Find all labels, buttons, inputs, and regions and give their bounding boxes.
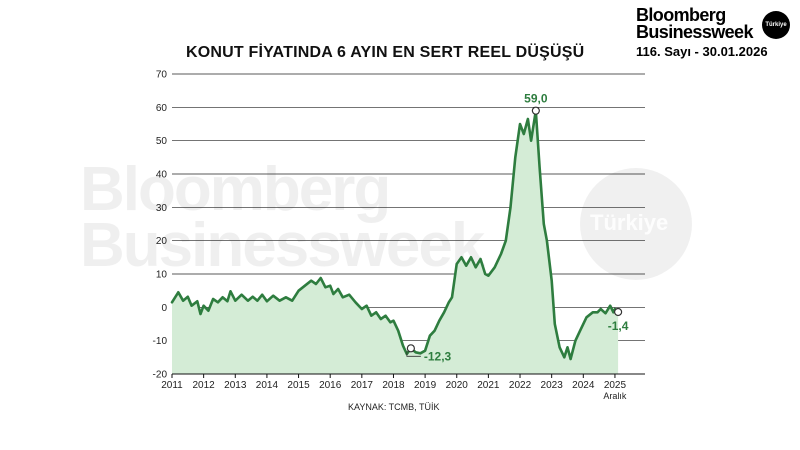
y-tick-label: 0 [161, 303, 167, 314]
brand-line2: Businessweek [636, 22, 753, 42]
x-tick-label: 2020 [446, 380, 469, 391]
x-tick-label: 2014 [256, 380, 279, 391]
x-tick-label: 2016 [319, 380, 342, 391]
x-tick-label: 2011 [161, 380, 183, 391]
y-tick-label: 70 [156, 70, 168, 81]
y-tick-label: 10 [156, 270, 168, 281]
x-tick-label: 2025 [604, 380, 627, 391]
annotation-marker [614, 307, 623, 317]
annotation-marker [531, 106, 540, 115]
y-tick-label: -10 [153, 336, 168, 347]
y-tick-label: 20 [156, 236, 168, 247]
brand-badge: Türkiye [762, 11, 790, 39]
issue-info: 116. Sayı - 30.01.2026 [636, 44, 768, 59]
x-tick-label: 2019 [414, 380, 437, 391]
annotation-label: 59,0 [524, 92, 548, 106]
x-tick-label: 2012 [193, 380, 216, 391]
watermark-circle-text: Türkiye [590, 210, 669, 235]
series-area [172, 110, 619, 374]
x-tick-label: 2015 [287, 380, 310, 391]
y-tick-label: 60 [156, 103, 168, 114]
chart-title: KONUT FİYATINDA 6 AYIN EN SERT REEL DÜŞÜ… [186, 44, 585, 61]
x-tick-label: 2021 [477, 380, 500, 391]
y-tick-label: 50 [156, 136, 168, 147]
annotation-label: -12,3 [424, 349, 452, 363]
watermark-circle [580, 168, 692, 280]
y-tick-label: 30 [156, 203, 168, 214]
annotation-label: -1,4 [608, 319, 629, 333]
x-tick-sublabel: Aralık [603, 391, 627, 401]
y-tick-label: 40 [156, 170, 168, 181]
x-tick-label: 2017 [351, 380, 374, 391]
brand-line1: Bloomberg [636, 5, 726, 25]
x-tick-label: 2013 [224, 380, 247, 391]
brand-logo: Bloomberg Businessweek Türkiye 116. Sayı… [636, 4, 796, 66]
annotation-leader [406, 351, 421, 357]
x-tick-label: 2018 [382, 380, 405, 391]
x-tick-label: 2024 [572, 380, 595, 391]
y-tick-label: -20 [153, 370, 168, 381]
x-tick-label: 2022 [509, 380, 532, 391]
x-tick-label: 2023 [541, 380, 564, 391]
annotation-marker [406, 344, 415, 353]
chart-source: KAYNAK: TCMB, TÜİK [348, 402, 440, 412]
